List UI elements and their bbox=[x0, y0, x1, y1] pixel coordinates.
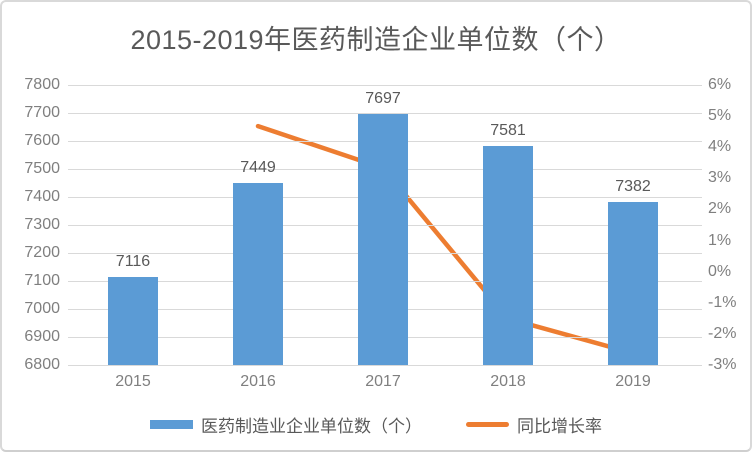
bar-value-label: 7449 bbox=[240, 159, 276, 177]
left-axis-tick-label: 7200 bbox=[24, 244, 60, 261]
category-label: 2016 bbox=[240, 373, 276, 390]
left-axis-tick-label: 7800 bbox=[24, 76, 60, 93]
bar-value-label: 7697 bbox=[365, 89, 401, 107]
right-axis-tick-label: 1% bbox=[708, 231, 732, 249]
left-axis-tick-label: 7300 bbox=[24, 216, 60, 233]
bar-value-label: 7382 bbox=[615, 178, 651, 196]
right-axis-tick-label: 5% bbox=[708, 107, 732, 125]
left-axis-tick-label: 7000 bbox=[24, 300, 60, 317]
right-axis-tick-label: 6% bbox=[708, 76, 732, 93]
bar-2015 bbox=[108, 276, 158, 365]
bar-2016 bbox=[233, 183, 283, 365]
right-axis-tick-label: 2% bbox=[708, 200, 732, 218]
line-series-swatch bbox=[466, 422, 509, 427]
legend-label-growth-rate: 同比增长率 bbox=[517, 417, 602, 436]
growth-rate-polyline bbox=[255, 123, 636, 356]
left-axis-tick-label: 7500 bbox=[24, 160, 60, 177]
right-axis-tick-label: 4% bbox=[708, 138, 732, 156]
right-axis-tick-label: -3% bbox=[708, 356, 737, 373]
right-axis-tick-label: 3% bbox=[708, 169, 732, 187]
bar-2018 bbox=[483, 146, 533, 365]
gridline bbox=[68, 364, 702, 366]
category-label: 2019 bbox=[615, 373, 651, 390]
right-axis-tick-label: -1% bbox=[708, 293, 737, 311]
right-axis-tick-label: -2% bbox=[708, 324, 737, 342]
legend-item-growth-rate: 同比增长率 bbox=[466, 412, 602, 437]
category-label: 2015 bbox=[115, 373, 151, 390]
right-axis-tick-label: 0% bbox=[708, 262, 732, 280]
legend-label-enterprise-units: 医药制造业企业单位数（个） bbox=[201, 417, 422, 436]
left-axis-tick-label: 7700 bbox=[24, 104, 60, 121]
category-label: 2018 bbox=[490, 373, 526, 390]
left-axis-tick-label: 6900 bbox=[24, 328, 60, 345]
chart-title: 2015-2019年医药制造企业单位数（个） bbox=[130, 25, 622, 55]
bar-2019 bbox=[608, 202, 658, 365]
gridline bbox=[68, 112, 702, 114]
category-label: 2017 bbox=[365, 373, 401, 390]
legend: 医药制造业企业单位数（个） 同比增长率 bbox=[2, 412, 750, 437]
legend-item-enterprise-units: 医药制造业企业单位数（个） bbox=[150, 412, 422, 437]
gridline bbox=[68, 84, 702, 86]
bar-value-label: 7116 bbox=[115, 252, 151, 270]
left-axis-tick-label: 6800 bbox=[24, 356, 60, 373]
left-axis-tick-label: 7600 bbox=[24, 132, 60, 149]
left-axis-tick-label: 7100 bbox=[24, 272, 60, 289]
bar-2017 bbox=[358, 113, 408, 365]
bar-value-label: 7581 bbox=[490, 122, 526, 140]
bar-series-swatch bbox=[150, 420, 193, 429]
left-axis-tick-label: 7400 bbox=[24, 188, 60, 205]
